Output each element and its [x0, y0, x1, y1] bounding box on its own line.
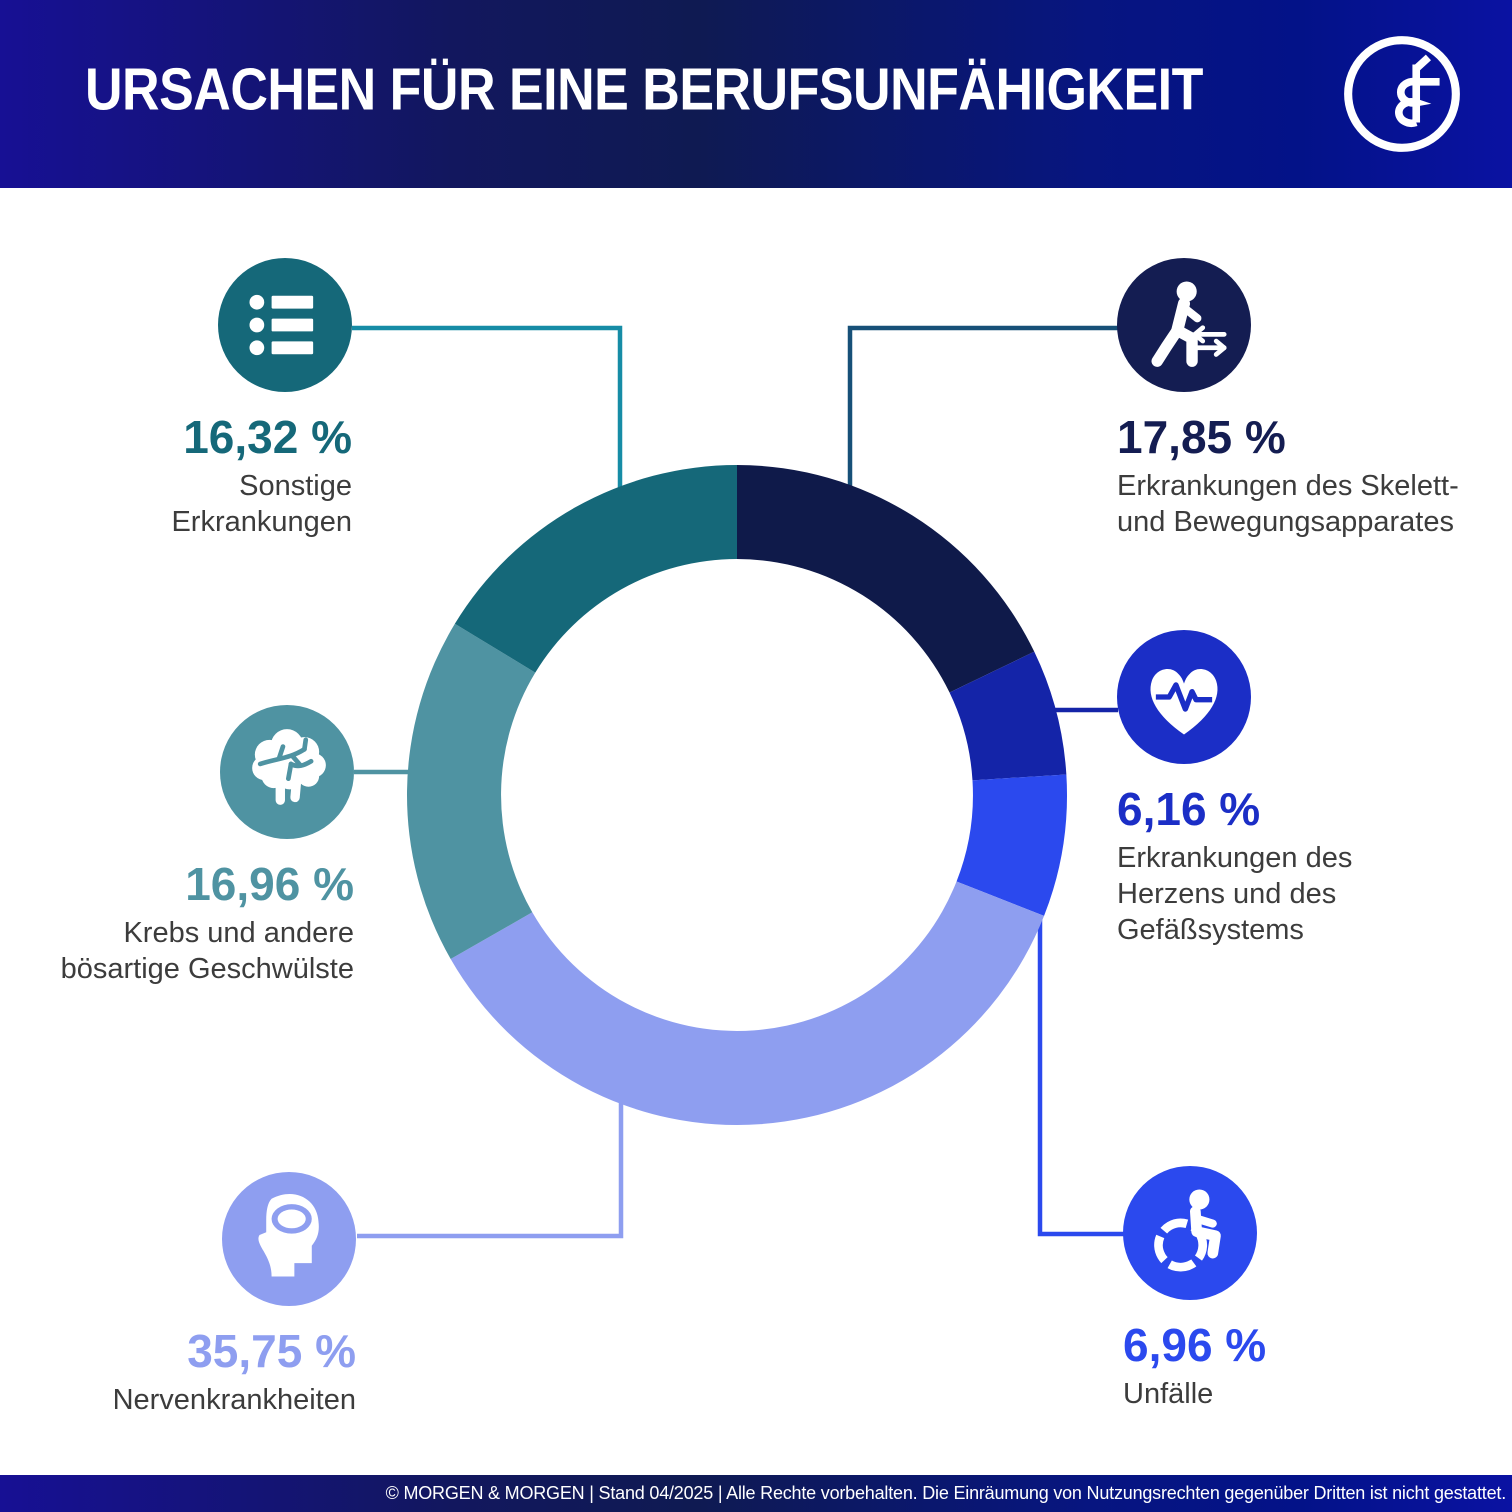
percentage-value: 16,96 %: [185, 858, 354, 910]
donut-segment-heart-pulse: [949, 651, 1067, 781]
donut-ring: [406, 464, 1067, 1125]
donut-segment-walking-person: [737, 465, 1035, 693]
category-label-line: Krebs und andere: [123, 917, 354, 949]
category-label: Unfälle: [1123, 1376, 1213, 1412]
category-label-line: Herzens und des: [1117, 878, 1337, 910]
callout-nerven: 35,75 % Nervenkrankheiten: [40, 1172, 356, 1418]
category-label: Erkrankungen des Herzens und des Gefäßsy…: [1117, 840, 1352, 948]
category-label: Sonstige Erkrankungen: [171, 468, 352, 540]
brain-icon: [220, 705, 354, 839]
category-label-line: bösartige Geschwülste: [60, 953, 354, 985]
connector-unfaelle: [1037, 920, 1124, 1237]
category-label-line: Gefäßsystems: [1117, 914, 1304, 946]
footer-bar: © MORGEN & MORGEN | Stand 04/2025 | Alle…: [0, 1475, 1512, 1512]
connector-skelett: [847, 325, 1118, 520]
callout-krebs: 16,96 % Krebs und andere bösartige Gesch…: [40, 705, 354, 987]
donut-segment-wheelchair: [956, 774, 1067, 916]
category-label-line: Erkrankungen des: [1117, 842, 1353, 874]
walking-person-icon: [1117, 258, 1251, 392]
category-label-line: Nervenkrankheiten: [112, 1384, 356, 1416]
category-label-line: und Bewegungsapparates: [1117, 506, 1454, 538]
category-label-line: Unfälle: [1123, 1378, 1214, 1410]
percentage-value: 35,75 %: [187, 1325, 356, 1377]
header-band: URSACHEN FÜR EINE BERUFSUNFÄHIGKEIT: [0, 0, 1512, 188]
percentage-value: 16,32 %: [183, 411, 352, 463]
donut-segment-list: [454, 464, 737, 673]
logo-ampersand-glyph: [1395, 54, 1440, 127]
donut-segment-brain: [406, 623, 536, 960]
footer-text: © MORGEN & MORGEN | Stand 04/2025 | Alle…: [385, 1483, 1507, 1503]
page-title: URSACHEN FÜR EINE BERUFSUNFÄHIGKEIT: [85, 56, 1203, 124]
callout-sonstige: 16,32 % Sonstige Erkrankungen: [60, 258, 352, 540]
list-icon: [218, 258, 352, 392]
category-label-line: Erkrankungen des Skelett-: [1117, 470, 1459, 502]
category-label: Nervenkrankheiten: [113, 1382, 356, 1418]
category-label: Erkrankungen des Skelett- und Bewegungsa…: [1117, 468, 1459, 540]
wheelchair-icon: [1123, 1166, 1257, 1300]
connector-nerven: [357, 1085, 624, 1239]
category-label-line: Sonstige: [239, 470, 352, 502]
logo-ring: [1344, 36, 1460, 152]
percentage-value: 6,96 %: [1123, 1319, 1267, 1371]
percentage-value: 6,16 %: [1117, 783, 1261, 835]
donut-segment-head-brain: [450, 881, 1045, 1125]
heart-pulse-icon: [1117, 630, 1251, 764]
category-label-line: Erkrankungen: [171, 506, 352, 538]
callout-herz: 6,16 % Erkrankungen des Herzens und des …: [1117, 630, 1467, 948]
head-brain-icon: [222, 1172, 356, 1306]
morgen-und-morgen-logo: [1344, 36, 1460, 152]
percentage-value: 17,85 %: [1117, 411, 1286, 463]
callout-skelett: 17,85 % Erkrankungen des Skelett- und Be…: [1117, 258, 1487, 540]
connector-sonstige: [352, 325, 623, 520]
category-label: Krebs und andere bösartige Geschwülste: [61, 915, 354, 987]
callout-unfaelle: 6,96 % Unfälle: [1123, 1166, 1473, 1412]
